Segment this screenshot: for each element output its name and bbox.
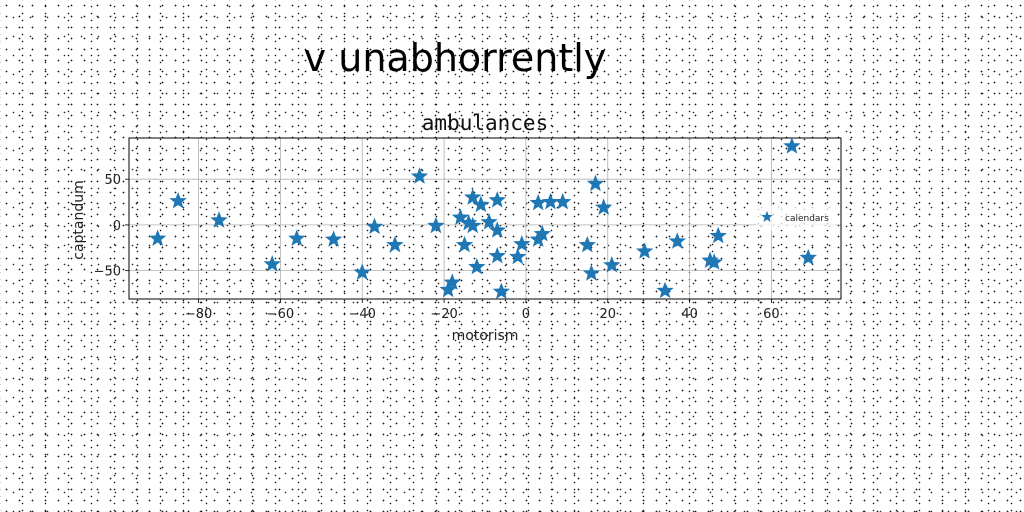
data-point-star <box>326 232 341 246</box>
y-tick-label: 50 <box>104 173 121 188</box>
data-point-star <box>170 193 185 207</box>
chart-title: ambulances <box>422 111 548 135</box>
data-point-star <box>490 192 505 206</box>
data-point-star <box>543 194 558 208</box>
data-point-star <box>555 194 570 208</box>
data-point-star <box>289 231 304 245</box>
data-point-star <box>580 237 595 251</box>
legend: calendars <box>756 206 836 230</box>
plot-frame <box>129 138 841 299</box>
data-point-star <box>801 250 816 264</box>
data-point-star <box>637 243 652 257</box>
x-tick-label: 20 <box>599 307 616 322</box>
data-point-star <box>514 236 529 250</box>
data-point-star <box>670 233 685 247</box>
data-point-star <box>469 259 484 273</box>
data-points <box>150 138 816 298</box>
data-point-star <box>596 200 611 214</box>
x-tick-label: −80 <box>185 307 212 322</box>
data-point-star <box>604 257 619 271</box>
grid <box>129 138 841 299</box>
data-point-star <box>531 195 546 209</box>
data-point-star <box>150 231 165 245</box>
y-axis-label: captandum <box>71 180 87 260</box>
x-tick-label: −40 <box>349 307 376 322</box>
data-point-star <box>494 284 509 298</box>
data-point-star <box>711 228 726 242</box>
data-point-star <box>457 237 472 251</box>
y-tick-label: −50 <box>94 265 121 280</box>
x-tick-label: 0 <box>522 307 530 322</box>
data-point-star <box>412 168 427 182</box>
x-tick-label: −60 <box>267 307 294 322</box>
data-point-star <box>490 248 505 262</box>
data-point-star <box>588 176 603 190</box>
ticks: −80 −60 −40 −20 0 20 40 60 −50 0 50 <box>94 173 780 322</box>
data-point-star <box>428 218 443 232</box>
y-tick-label: 0 <box>113 219 121 234</box>
x-axis-label: motorism <box>452 328 519 344</box>
legend-label: calendars <box>785 214 829 224</box>
data-point-star <box>510 249 525 263</box>
data-point-star <box>784 138 799 152</box>
data-point-star <box>367 219 382 233</box>
data-point-star <box>584 265 599 279</box>
data-point-star <box>265 256 280 270</box>
x-tick-label: 40 <box>681 307 698 322</box>
data-point-star <box>481 214 496 228</box>
x-tick-label: 60 <box>763 307 780 322</box>
x-tick-label: −20 <box>430 307 457 322</box>
data-point-star <box>657 283 672 297</box>
data-point-star <box>387 237 402 251</box>
